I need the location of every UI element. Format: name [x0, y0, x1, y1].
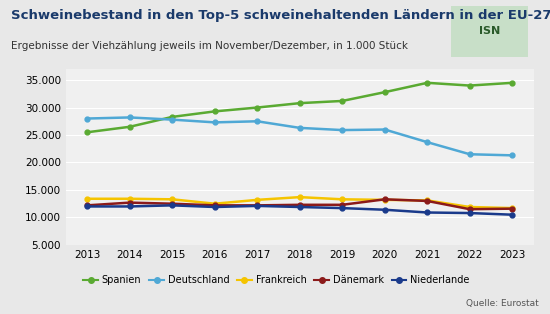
Text: ISN: ISN [479, 26, 500, 36]
Legend: Spanien, Deutschland, Frankreich, Dänemark, Niederlande: Spanien, Deutschland, Frankreich, Dänema… [80, 272, 473, 289]
Text: Ergebnisse der Viehzählung jeweils im November/Dezember, in 1.000 Stück: Ergebnisse der Viehzählung jeweils im No… [11, 41, 408, 51]
Text: Schweinebestand in den Top-5 schweinehaltenden Ländern in der EU-27: Schweinebestand in den Top-5 schweinehal… [11, 9, 550, 22]
Text: Quelle: Eurostat: Quelle: Eurostat [466, 299, 539, 308]
